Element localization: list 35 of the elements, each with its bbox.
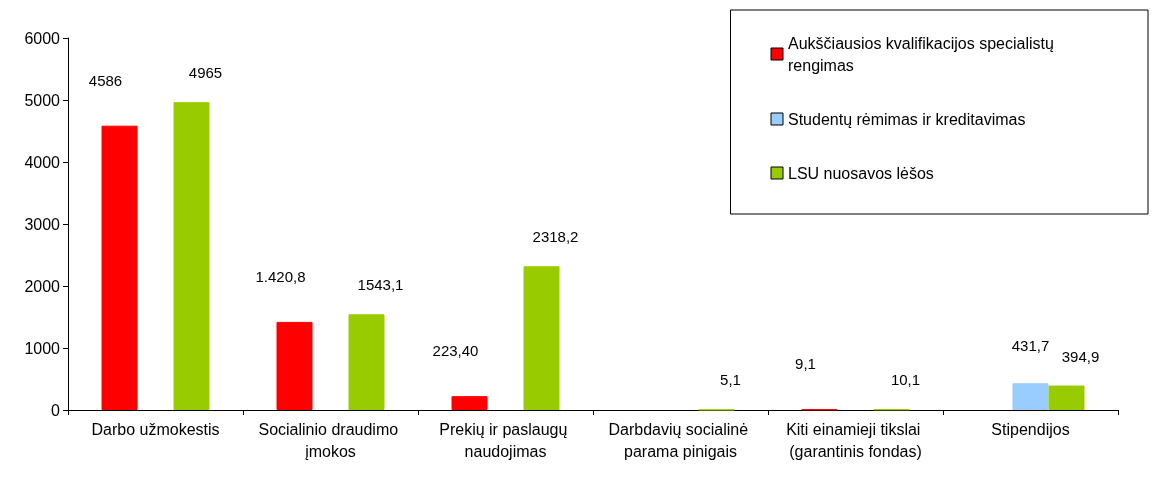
bar (451, 396, 488, 410)
y-tick-label: 3000 (24, 215, 61, 233)
data-label: 223,40 (432, 342, 479, 360)
y-tick-label: 4000 (24, 153, 61, 171)
x-tick-label: Prekių ir paslaugų naudojimas (439, 420, 572, 460)
bar (1012, 383, 1049, 410)
data-label: 10,1 (890, 371, 921, 389)
y-tick-label: 5000 (24, 91, 61, 109)
data-label: 9,1 (795, 355, 816, 373)
bar (276, 321, 313, 410)
data-label: 4965 (188, 64, 223, 82)
data-label: 1.420,8 (255, 267, 306, 285)
y-tick-label: 1000 (24, 339, 61, 357)
data-label: 2318,2 (532, 228, 579, 246)
bar (173, 102, 210, 410)
legend-label: LSU nuosavos lėšos (788, 164, 934, 182)
x-tick-label: Kiti einamieji tikslai (garantinis fondas) (786, 420, 925, 460)
data-label: 4586 (88, 71, 123, 89)
data-label: 5,1 (720, 371, 741, 389)
legend-label: Aukščiausios kvalifikacijos specialistų rengimas (788, 34, 1059, 74)
bar (523, 266, 560, 410)
bar (1048, 385, 1085, 410)
y-tick-label: 6000 (24, 29, 61, 47)
data-label: 431,7 (1011, 337, 1050, 355)
data-label: 1543,1 (357, 276, 404, 294)
bar (101, 125, 138, 410)
bar (348, 314, 385, 410)
x-tick-label: Socialinio draudimo įmokos (258, 420, 403, 460)
x-tick-label: Darbdavių socialinė parama pinigais (608, 420, 753, 460)
legend-label: Studentų rėmimas ir kreditavimas (788, 110, 1026, 128)
y-tick-label: 2000 (24, 277, 61, 295)
data-label: 394,9 (1061, 347, 1100, 365)
y-tick-label: 0 (51, 401, 61, 419)
x-tick-label: Darbo užmokestis (91, 420, 220, 438)
x-tick-label: Stipendijos (991, 420, 1070, 438)
